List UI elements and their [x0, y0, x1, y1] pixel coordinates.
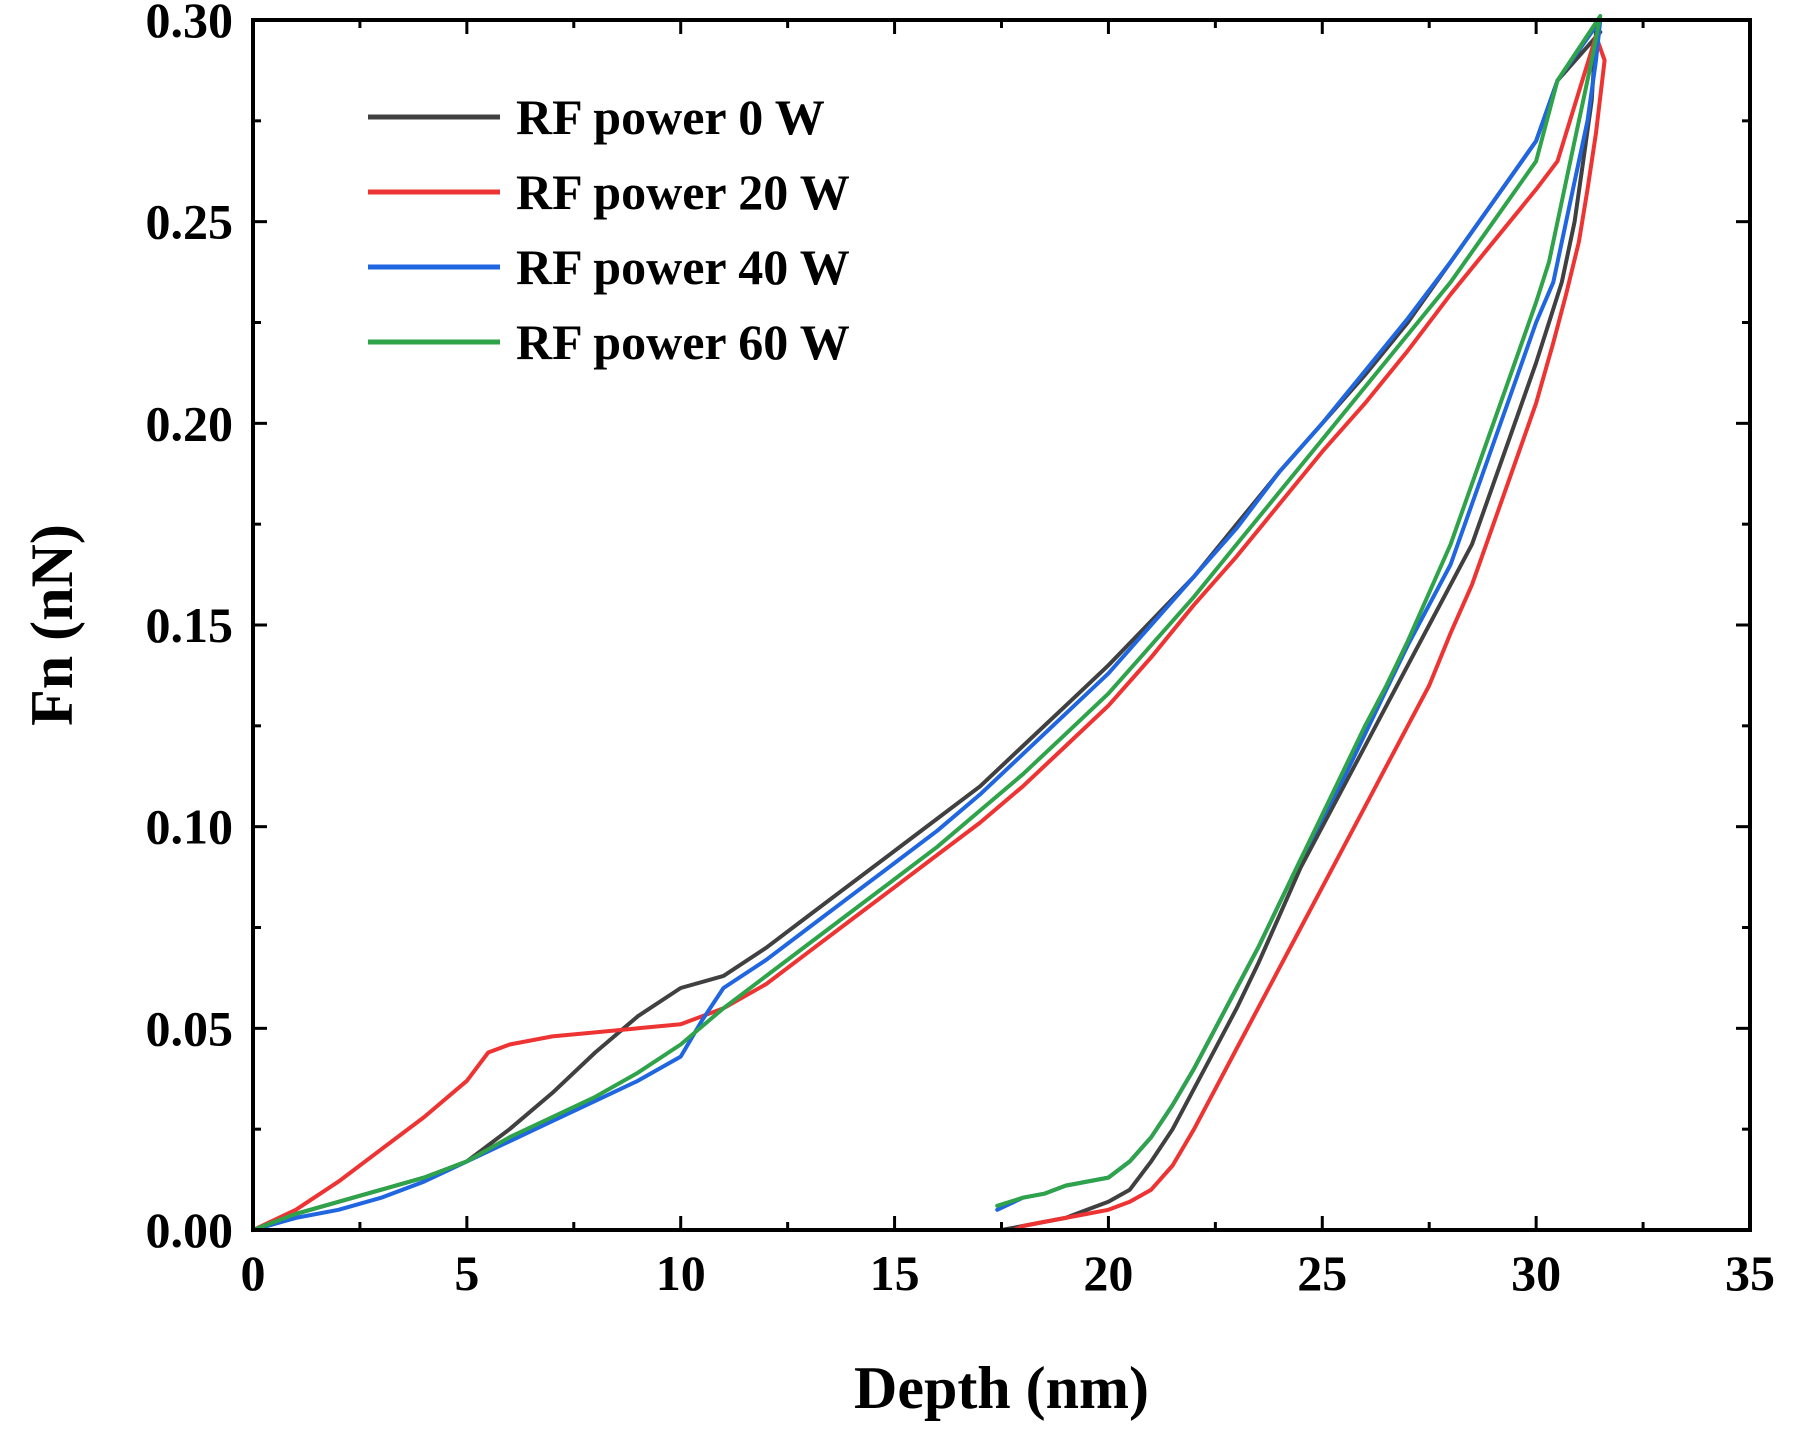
- x-tick-label: 15: [870, 1245, 920, 1301]
- x-tick-label: 35: [1725, 1245, 1775, 1301]
- y-tick-label: 0.20: [146, 395, 234, 451]
- x-tick-label: 30: [1511, 1245, 1561, 1301]
- x-tick-label: 10: [656, 1245, 706, 1301]
- y-tick-label: 0.25: [146, 194, 234, 250]
- x-tick-label: 5: [454, 1245, 479, 1301]
- series-line-3: [251, 14, 1603, 1232]
- y-tick-label: 0.00: [146, 1202, 234, 1258]
- y-tick-label: 0.10: [146, 799, 234, 855]
- x-axis-label: Depth (nm): [854, 1355, 1149, 1421]
- axis-ticks: [251, 18, 1752, 1232]
- y-axis-label: Fn (nN): [19, 524, 85, 726]
- legend-label-2: RF power 40 W: [516, 239, 850, 295]
- x-tick-label: 25: [1297, 1245, 1347, 1301]
- y-tick-label: 0.05: [146, 1000, 234, 1056]
- legend: RF power 0 W RF power 20 W RF power 40 W RF…: [368, 89, 850, 370]
- series-layer: [251, 14, 1607, 1232]
- legend-label-0: RF power 0 W: [516, 89, 825, 145]
- y-axis-tick-labels: 0.00 0.05 0.10 0.15 0.20 0.25 0.30: [146, 0, 234, 1258]
- series-line-1: [251, 34, 1607, 1232]
- legend-label-1: RF power 20 W: [516, 164, 850, 220]
- x-axis-tick-labels: 0 5 10 15 20 25 30 35: [241, 1245, 1776, 1301]
- legend-label-3: RF power 60 W: [516, 314, 850, 370]
- x-tick-label: 20: [1083, 1245, 1133, 1301]
- y-tick-label: 0.15: [146, 597, 234, 653]
- x-tick-label: 0: [241, 1245, 266, 1301]
- y-tick-label: 0.30: [146, 0, 234, 48]
